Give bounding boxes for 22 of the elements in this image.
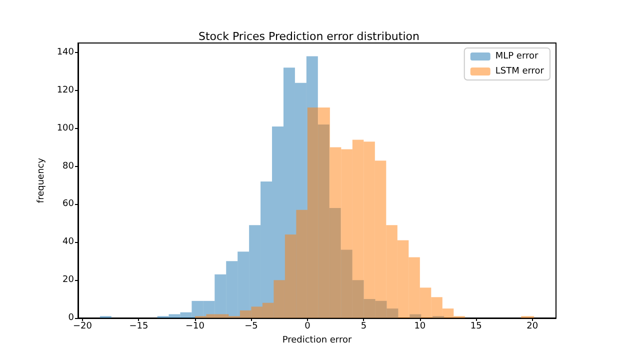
x-tick-label: 10	[414, 322, 426, 332]
y-tick-label: 100	[56, 123, 74, 134]
x-tick-label: 15	[470, 322, 482, 332]
x-tick-label: 5	[360, 322, 367, 332]
x-tick-label: −20	[73, 322, 92, 332]
y-tick-label: 60	[62, 199, 74, 210]
y-tick-label: 0	[68, 313, 74, 323]
x-tick-label: −10	[185, 322, 205, 332]
x-axis-title: Prediction error	[282, 335, 352, 346]
x-tick-label: −5	[244, 322, 258, 332]
y-axis-title: frequency	[36, 157, 46, 204]
x-tick-label: 20	[526, 322, 538, 332]
y-tick-label: 80	[62, 161, 74, 172]
y-tick-label: 140	[56, 47, 74, 58]
legend-label: LSTM error	[495, 66, 544, 76]
y-tick-label: 120	[56, 85, 74, 96]
x-tick-label: 0	[304, 322, 311, 332]
y-tick-label: 20	[62, 275, 74, 286]
legend-label: MLP error	[495, 52, 539, 62]
x-tick-label: −15	[129, 322, 148, 332]
y-tick-label: 40	[62, 237, 74, 248]
chart-title: Stock Prices Prediction error distribution	[198, 30, 420, 43]
